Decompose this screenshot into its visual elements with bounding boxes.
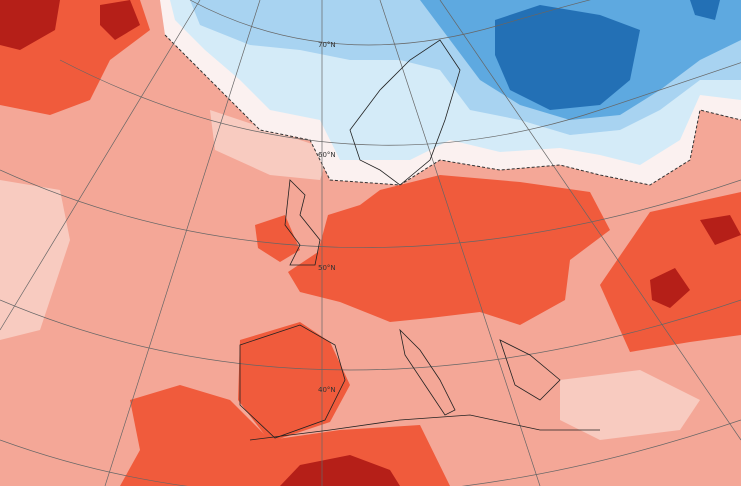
warm-extreme [650,268,690,308]
coastline [284,179,321,266]
latitude-line [0,169,741,248]
warm-extreme [0,0,60,50]
longitude-line [104,0,261,486]
warm-strong [288,175,610,325]
coastline [399,328,456,416]
pale-region [0,180,70,340]
warm-extreme [700,215,741,245]
warm-extreme [280,455,400,486]
latitude-line [0,299,741,371]
warm-strong [120,385,450,486]
warm-strong [255,215,300,262]
latitude-label: 40°N [318,386,336,394]
cold-extreme [690,0,720,20]
warm-extreme [100,0,140,40]
latitude-line [59,59,741,146]
coastline [349,39,461,186]
latitude-label: 50°N [318,264,336,272]
coastline [249,414,600,441]
latitude-label: 60°N [318,151,336,159]
cold-extreme [495,5,640,110]
coastline [499,339,561,401]
latitude-label: 70°N [318,41,336,49]
longitude-line [439,0,741,441]
latitude-line [189,0,591,46]
longitude-line [0,0,201,331]
latitude-line [0,419,741,486]
zero-contour [164,34,741,186]
longitude-line [379,0,541,486]
pale-region [560,370,700,440]
coastline [239,324,346,439]
